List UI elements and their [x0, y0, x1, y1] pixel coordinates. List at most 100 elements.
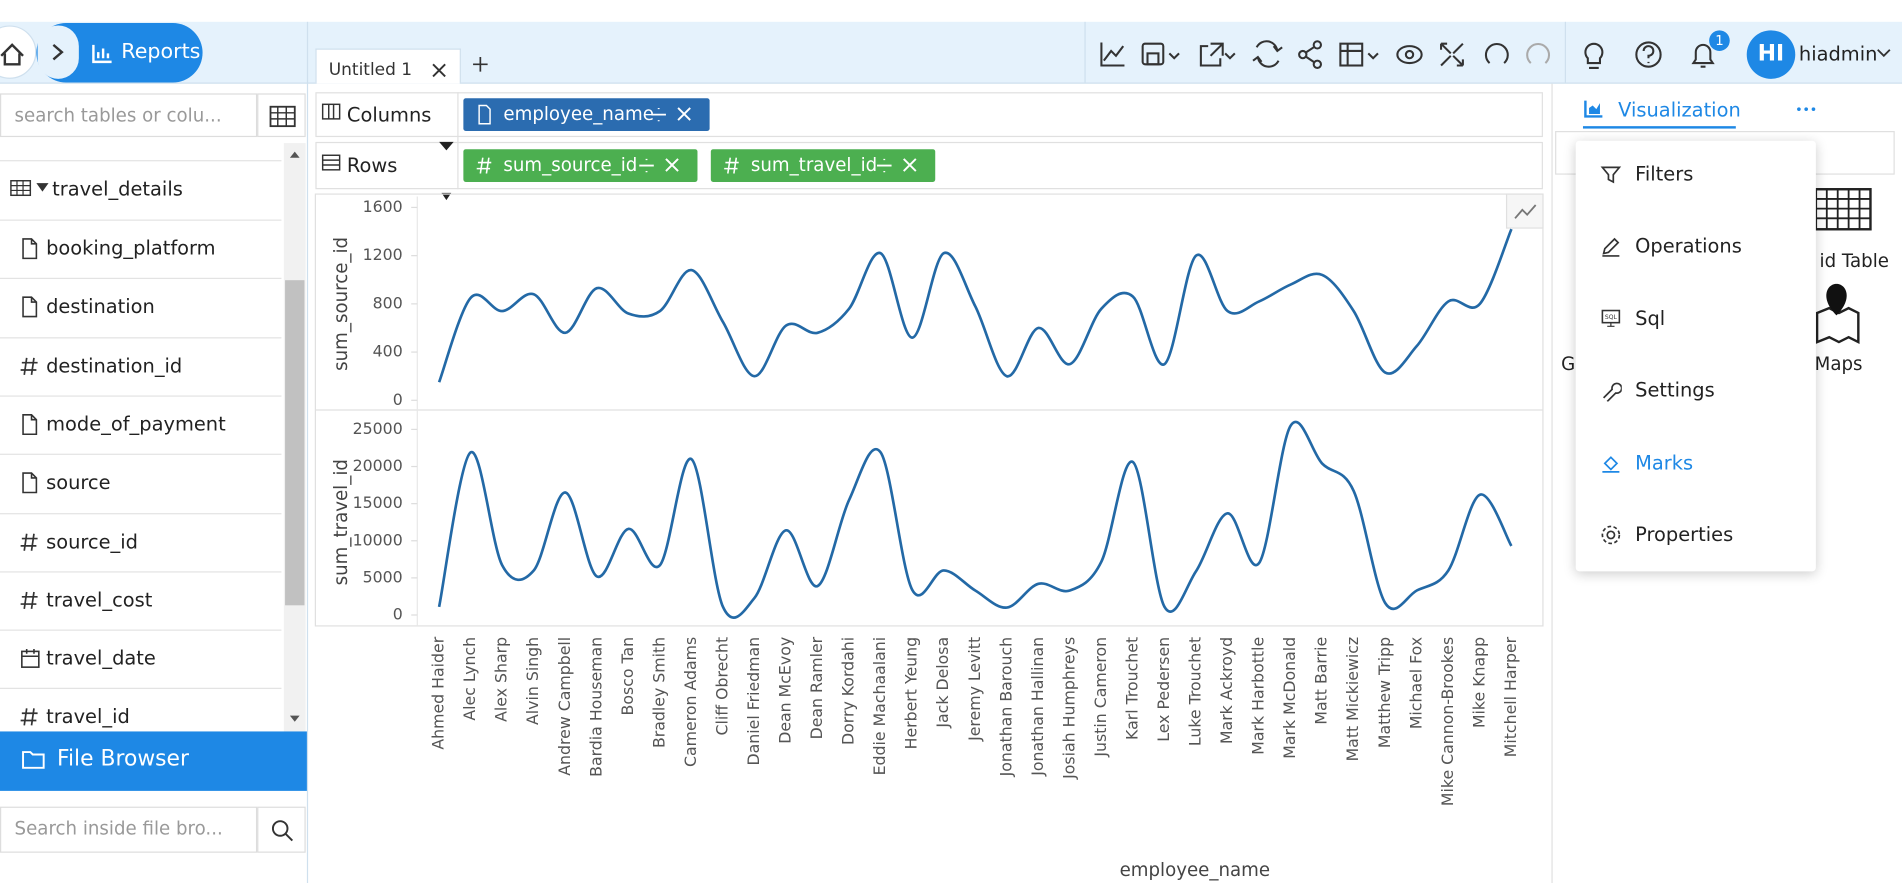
visualization-icon: [1584, 100, 1603, 118]
add-tab[interactable]: [472, 56, 489, 73]
breadcrumb-arrow: [37, 25, 79, 79]
x-tick-label: Dean McEvoy: [776, 637, 795, 744]
columns-label: Columns: [346, 103, 432, 127]
file-search-button[interactable]: [257, 806, 306, 853]
field-name[interactable]: source_id: [46, 529, 138, 553]
divider: [0, 629, 282, 631]
field-name[interactable]: travel_cost: [46, 588, 153, 612]
scrollbar-thumb[interactable]: [285, 280, 305, 606]
field-pill[interactable]: [463, 149, 698, 182]
field-icon: [20, 591, 38, 609]
x-tick-label: Justin Cameron: [1091, 637, 1110, 758]
menu-item[interactable]: Operations: [1635, 234, 1742, 258]
field-pill[interactable]: [463, 98, 710, 132]
file-search-placeholder: Search inside file bro...: [14, 817, 223, 840]
header-icons[interactable]: [1577, 36, 1747, 72]
field-name[interactable]: destination: [46, 295, 155, 319]
behind-label: id Table: [1819, 249, 1889, 272]
x-tick-label: Mike Knapp: [1469, 637, 1488, 728]
tab[interactable]: [315, 48, 461, 84]
menu-item[interactable]: Properties: [1635, 522, 1734, 546]
x-tick-label: Alec Lynch: [460, 637, 479, 721]
x-tick-label: Jack Delosa: [933, 637, 952, 729]
visualization-tab[interactable]: Visualization: [1618, 98, 1741, 122]
field-name[interactable]: source: [46, 470, 111, 494]
field-icon: [22, 238, 38, 260]
folder-icon: [22, 751, 45, 769]
x-tick-label: Jonathan Hallinan: [1028, 637, 1047, 777]
x-tick-label: Daniel Friedman: [744, 637, 763, 766]
grid-icon: [269, 105, 296, 128]
field-icon: [22, 296, 38, 318]
chevron-icon: [52, 43, 64, 61]
menu-icon: [1602, 238, 1620, 258]
table-name[interactable]: travel_details: [52, 177, 183, 201]
x-tick-label: Mike Cannon-Brookes: [1438, 637, 1457, 806]
menu-item[interactable]: Settings: [1635, 378, 1715, 402]
y-tick-label: 0: [393, 390, 403, 409]
field-name[interactable]: travel_id: [46, 705, 130, 729]
field-name[interactable]: booking_platform: [46, 236, 216, 260]
table-search[interactable]: [0, 93, 258, 138]
field-name[interactable]: travel_date: [46, 646, 156, 670]
menu-icon: [1602, 455, 1620, 473]
pill-icons: [476, 157, 679, 174]
columns-shelf: [315, 92, 1543, 138]
x-tick-label: Josiah Humphreys: [1059, 637, 1078, 780]
user-name[interactable]: hiadmin: [1798, 42, 1878, 66]
x-tick-label: Herbert Yeung: [902, 637, 921, 750]
toolbar-icons[interactable]: [1092, 36, 1577, 72]
x-axis-label: employee_name: [1120, 860, 1270, 881]
field-icon: [22, 413, 38, 435]
rows-shelf: [315, 141, 1543, 190]
file-browser-button[interactable]: [0, 731, 307, 791]
shelf-labels: [315, 92, 459, 190]
file-search[interactable]: [0, 806, 258, 853]
rows-label: Rows: [346, 154, 398, 178]
reports-icon: [92, 44, 112, 64]
menu-icon: SQL: [1601, 309, 1621, 327]
home-button[interactable]: [0, 25, 37, 79]
field-name[interactable]: mode_of_payment: [46, 412, 226, 436]
menu-item[interactable]: Marks: [1635, 450, 1694, 474]
field-icon: [20, 357, 38, 375]
tab-close[interactable]: [431, 62, 448, 79]
x-tick-label: Dorry Kordahi: [839, 637, 858, 745]
field-icon: [20, 708, 38, 726]
notification-badge: 1: [1709, 30, 1730, 51]
divider: [1551, 83, 1553, 883]
y-axis-label: sum_travel_id: [331, 459, 352, 585]
x-tick-label: Mark Harbottle: [1249, 637, 1268, 755]
divider: [306, 21, 309, 883]
more-icon[interactable]: [1795, 104, 1819, 114]
x-tick-label: Karl Trouchet: [1122, 637, 1141, 740]
y-tick-label: 25000: [353, 419, 403, 438]
y-tick-label: 5000: [363, 567, 403, 586]
divider: [0, 278, 282, 280]
menu-item[interactable]: Filters: [1635, 162, 1694, 186]
grid-toggle[interactable]: [257, 93, 306, 138]
y-axis-label: sum_source_id: [331, 237, 352, 371]
data-line: [437, 228, 1513, 383]
field-pill[interactable]: [710, 149, 936, 182]
menu-item[interactable]: Sql: [1635, 306, 1666, 330]
breadcrumb-label: Reports: [121, 40, 201, 65]
divider: [0, 571, 282, 573]
y-tick-label: 1600: [363, 197, 403, 216]
avatar[interactable]: HI: [1746, 30, 1796, 79]
field-name[interactable]: destination_id: [46, 353, 183, 377]
home-icon: [0, 43, 24, 66]
tab-title: Untitled 1: [328, 60, 413, 81]
menu-icon: [1602, 382, 1622, 402]
table-icon: [10, 180, 49, 197]
file-browser-label: File Browser: [57, 746, 189, 772]
user-chevron: [1877, 49, 1891, 58]
toolbar-divider: [1564, 21, 1566, 83]
data-line: [437, 420, 1513, 619]
x-tick-label: Luke Trouchet: [1186, 637, 1205, 746]
field-icon: [21, 649, 40, 669]
x-tick-label: Bardia Houseman: [586, 637, 605, 777]
x-tick-label: Alex Sharp: [492, 637, 511, 722]
